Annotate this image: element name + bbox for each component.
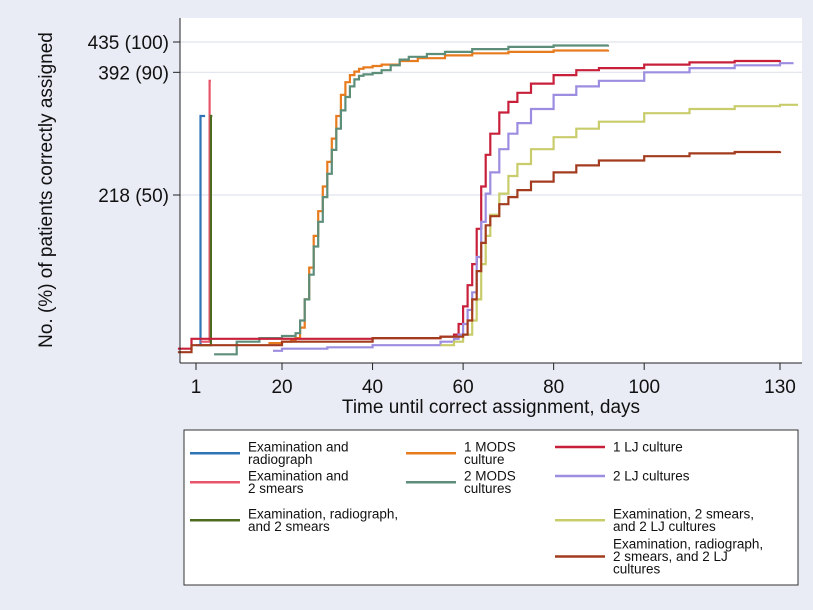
x-tick-label: 130 — [764, 377, 796, 398]
series-line-2 — [200, 79, 211, 343]
legend-label: Examination, radiograph, — [248, 507, 398, 522]
x-tick-label: 80 — [543, 377, 564, 398]
legend-label: 2 smears — [248, 481, 304, 496]
legend-label: 2 MODS — [464, 469, 516, 484]
series-line-7 — [273, 62, 794, 352]
series-line-5 — [214, 44, 610, 356]
legend-label: and 2 LJ cultures — [613, 519, 716, 534]
x-tick-label: 20 — [271, 377, 292, 398]
legend-label: 1 LJ culture — [613, 440, 683, 455]
legend-label: Examination and — [248, 469, 349, 484]
legend-label: cultures — [464, 481, 512, 496]
legend-label: Examination, radiograph, — [613, 537, 763, 552]
x-tick-label: 60 — [453, 377, 474, 398]
legend-label: cultures — [613, 562, 661, 577]
legend-label: 2 LJ cultures — [613, 469, 690, 484]
series-lines — [177, 44, 799, 356]
series-line-4 — [268, 49, 610, 345]
x-axis-title: Time until correct assignment, days — [342, 397, 640, 418]
legend-label: radiograph — [248, 452, 313, 467]
x-tick-label: 40 — [362, 377, 383, 398]
legend-box — [183, 429, 799, 586]
series-line-9 — [177, 150, 782, 354]
y-axis-title: No. (%) of patients correctly assigned — [36, 32, 57, 348]
y-tick-label: 435 (100) — [88, 33, 169, 54]
grid-lines — [180, 41, 802, 196]
legend-label: Examination, 2 smears, — [613, 507, 754, 522]
legend-label: culture — [464, 452, 505, 467]
x-tick-label: 1 — [191, 377, 202, 398]
x-tick-label: 100 — [628, 377, 660, 398]
y-axis-ticks: 218 (50) 392 (90) 435 (100) — [88, 33, 180, 207]
legend-label: and 2 smears — [248, 519, 330, 534]
legend-label: 2 smears, and 2 LJ — [613, 549, 728, 564]
legend-label: 1 MODS — [464, 440, 516, 455]
legend-label: Examination and — [248, 440, 349, 455]
y-tick-label: 392 (90) — [98, 63, 169, 84]
y-tick-label: 218 (50) — [98, 186, 169, 207]
x-axis-ticks: 1 20 40 60 80 100 130 — [191, 363, 796, 398]
